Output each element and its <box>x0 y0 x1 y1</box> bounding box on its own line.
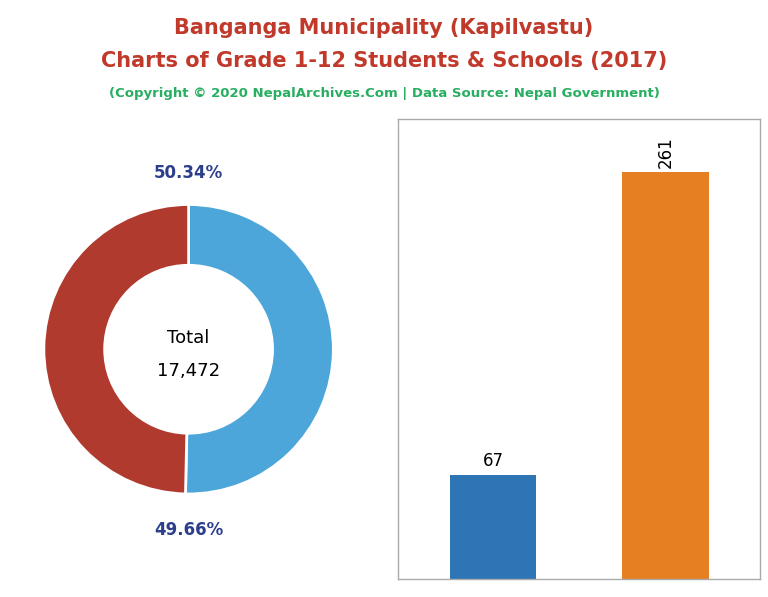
Text: 50.34%: 50.34% <box>154 164 223 181</box>
Text: 67: 67 <box>483 452 504 470</box>
Text: (Copyright © 2020 NepalArchives.Com | Data Source: Nepal Government): (Copyright © 2020 NepalArchives.Com | Da… <box>108 87 660 100</box>
Wedge shape <box>44 205 189 494</box>
Text: Total: Total <box>167 329 210 347</box>
Text: 261: 261 <box>657 136 674 168</box>
Text: Banganga Municipality (Kapilvastu): Banganga Municipality (Kapilvastu) <box>174 18 594 38</box>
Text: 49.66%: 49.66% <box>154 521 223 539</box>
Wedge shape <box>186 205 333 494</box>
Bar <box>623 173 709 579</box>
Text: 17,472: 17,472 <box>157 362 220 380</box>
Text: Charts of Grade 1-12 Students & Schools (2017): Charts of Grade 1-12 Students & Schools … <box>101 51 667 71</box>
Bar <box>450 475 536 579</box>
